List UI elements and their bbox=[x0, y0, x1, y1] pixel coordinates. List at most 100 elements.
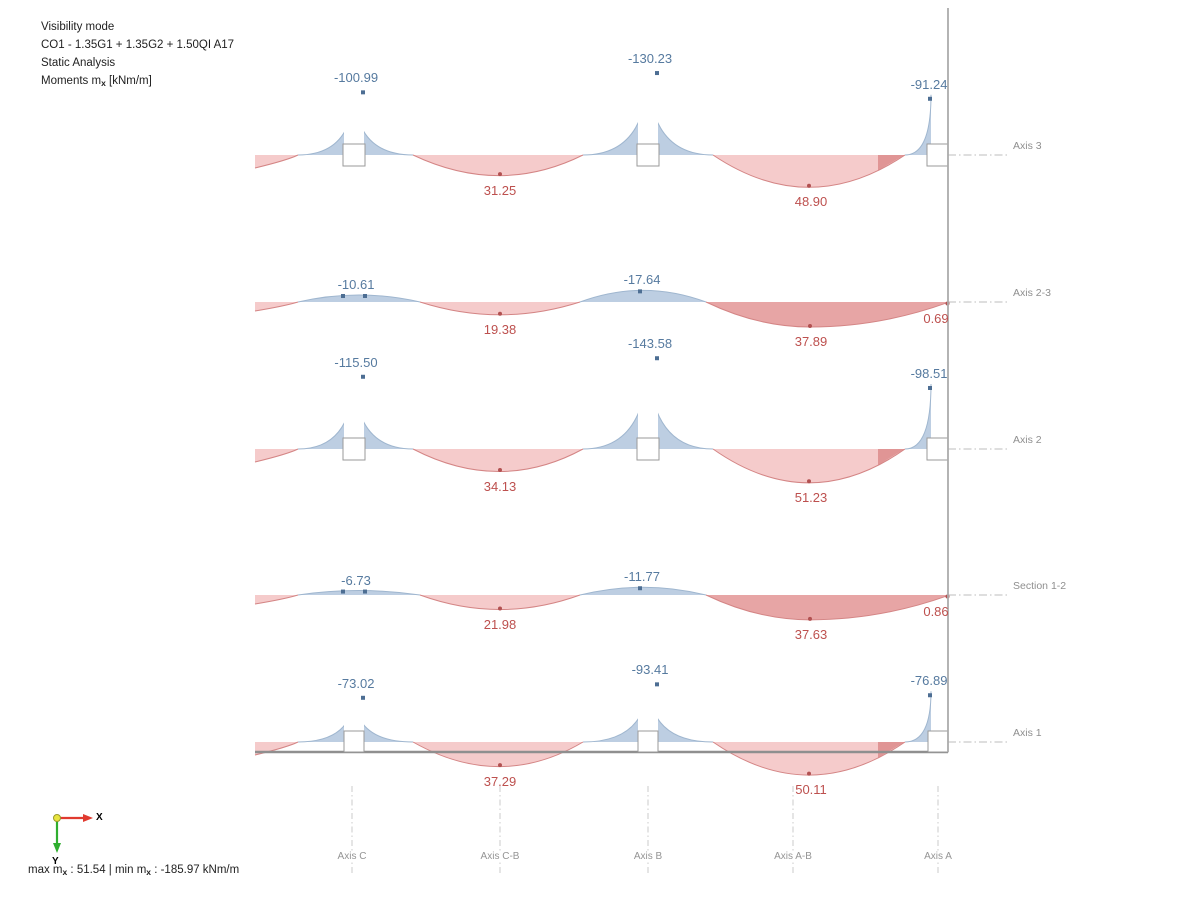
min-marker bbox=[807, 771, 811, 776]
column-symbol bbox=[342, 437, 366, 461]
span-moment-value: 51.23 bbox=[794, 489, 828, 505]
span-moment-value: 31.25 bbox=[483, 182, 517, 198]
support-moment-value: -143.58 bbox=[627, 336, 673, 352]
max-marker bbox=[363, 589, 367, 594]
column-symbol bbox=[927, 730, 949, 753]
moment-curve bbox=[579, 289, 707, 303]
span-moment-value: 34.13 bbox=[483, 478, 517, 494]
result-quantity-label: Moments mx [kNm/m] bbox=[41, 75, 152, 88]
support-moment-value: -93.41 bbox=[631, 662, 669, 678]
x-axis-arrow bbox=[83, 814, 93, 822]
moment-curve bbox=[254, 741, 299, 756]
support-moment-value: -76.89 bbox=[910, 673, 948, 689]
min-marker bbox=[808, 324, 812, 329]
moment-curve bbox=[297, 294, 421, 303]
support-moment-value: -11.77 bbox=[624, 569, 660, 585]
grid-axis-label: Axis B bbox=[630, 851, 666, 862]
max-marker bbox=[928, 96, 932, 101]
grid-axis-label: Axis A-B bbox=[771, 851, 815, 862]
max-marker bbox=[341, 293, 345, 298]
span-moment-value: 37.89 bbox=[794, 334, 828, 349]
min-marker bbox=[498, 606, 502, 611]
origin-node bbox=[53, 814, 61, 822]
min-marker bbox=[498, 172, 502, 177]
moment-curve bbox=[254, 594, 299, 605]
min-marker bbox=[807, 183, 811, 188]
span-moment-value: 37.29 bbox=[483, 773, 517, 789]
column-symbol bbox=[926, 437, 949, 461]
column-strip bbox=[344, 367, 364, 438]
max-marker bbox=[655, 356, 659, 361]
coordinate-system-icon bbox=[53, 814, 93, 853]
column-strip bbox=[638, 64, 658, 144]
column-strip bbox=[638, 349, 658, 438]
analysis-type-label: Static Analysis bbox=[41, 57, 116, 69]
support-moment-value: -6.73 bbox=[341, 572, 371, 588]
y-axis-label: Y bbox=[52, 856, 59, 867]
support-moment-value: -130.23 bbox=[627, 51, 673, 67]
max-marker bbox=[655, 682, 659, 687]
min-marker bbox=[807, 479, 811, 484]
max-marker bbox=[928, 385, 932, 390]
min-marker bbox=[498, 468, 502, 473]
row-axis-label: Axis 2-3 bbox=[1013, 287, 1051, 299]
support-moment-value: -73.02 bbox=[337, 675, 375, 691]
span-moment-value: 21.98 bbox=[483, 616, 517, 632]
column-symbol bbox=[342, 143, 366, 167]
edge-moment-fill bbox=[255, 155, 298, 168]
x-axis-label: X bbox=[96, 812, 103, 823]
support-moment-value: -100.99 bbox=[333, 70, 379, 86]
moment-curve bbox=[254, 448, 299, 463]
column-symbol bbox=[636, 437, 660, 461]
edge-moment-fill bbox=[255, 449, 298, 462]
min-marker bbox=[498, 763, 502, 768]
max-marker bbox=[638, 289, 642, 294]
max-marker bbox=[655, 71, 659, 76]
moment-curve bbox=[904, 691, 932, 743]
max-marker bbox=[638, 586, 642, 591]
span-moment-fill-dark bbox=[878, 449, 905, 466]
row-axis-label: Axis 2 bbox=[1013, 434, 1042, 446]
support-moment-fill bbox=[905, 691, 931, 742]
span-moment-fill-dark bbox=[706, 595, 948, 620]
max-marker bbox=[341, 589, 345, 594]
support-moment-value: -17.64 bbox=[623, 272, 661, 288]
end-moment-value: 0.86 bbox=[923, 604, 949, 619]
moment-curve bbox=[904, 383, 932, 450]
support-moment-value: -98.51 bbox=[910, 365, 948, 381]
column-strip bbox=[638, 675, 658, 731]
grid-axis-label: Axis C bbox=[334, 851, 370, 862]
column-symbol bbox=[636, 143, 660, 167]
support-moment-value: -91.24 bbox=[910, 76, 948, 92]
span-moment-value: 19.38 bbox=[483, 321, 517, 337]
max-marker bbox=[928, 693, 932, 698]
moment-curve bbox=[904, 94, 932, 156]
min-marker bbox=[808, 616, 812, 621]
span-moment-value: 37.63 bbox=[794, 626, 828, 642]
min-marker bbox=[498, 311, 502, 316]
moment-curve bbox=[254, 154, 299, 169]
column-strip bbox=[344, 688, 364, 731]
support-moment-value: -115.50 bbox=[334, 354, 378, 370]
grid-axis-label: Axis A bbox=[921, 851, 955, 862]
support-moment-value: -10.61 bbox=[337, 276, 375, 292]
end-moment-value: 0.69 bbox=[923, 311, 949, 326]
span-moment-value: 50.11 bbox=[795, 782, 827, 798]
moment-curve bbox=[297, 590, 421, 596]
visibility-mode-label: Visibility mode bbox=[41, 21, 115, 33]
load-combination-label: CO1 - 1.35G1 + 1.35G2 + 1.50QI A17 bbox=[41, 39, 235, 51]
row-axis-label: Axis 1 bbox=[1013, 727, 1042, 739]
grid-axis-label: Axis C-B bbox=[477, 851, 523, 862]
row-axis-label: Section 1-2 bbox=[1013, 580, 1067, 592]
moment-curve bbox=[254, 301, 299, 312]
column-strip bbox=[344, 83, 364, 144]
span-moment-value: 48.90 bbox=[794, 194, 828, 210]
row-axis-label: Axis 3 bbox=[1013, 140, 1042, 152]
max-marker bbox=[361, 374, 365, 379]
span-moment-fill-dark bbox=[878, 155, 905, 171]
span-moment-fill-dark bbox=[878, 742, 905, 758]
max-marker bbox=[361, 90, 365, 95]
moment-curve bbox=[579, 586, 707, 596]
